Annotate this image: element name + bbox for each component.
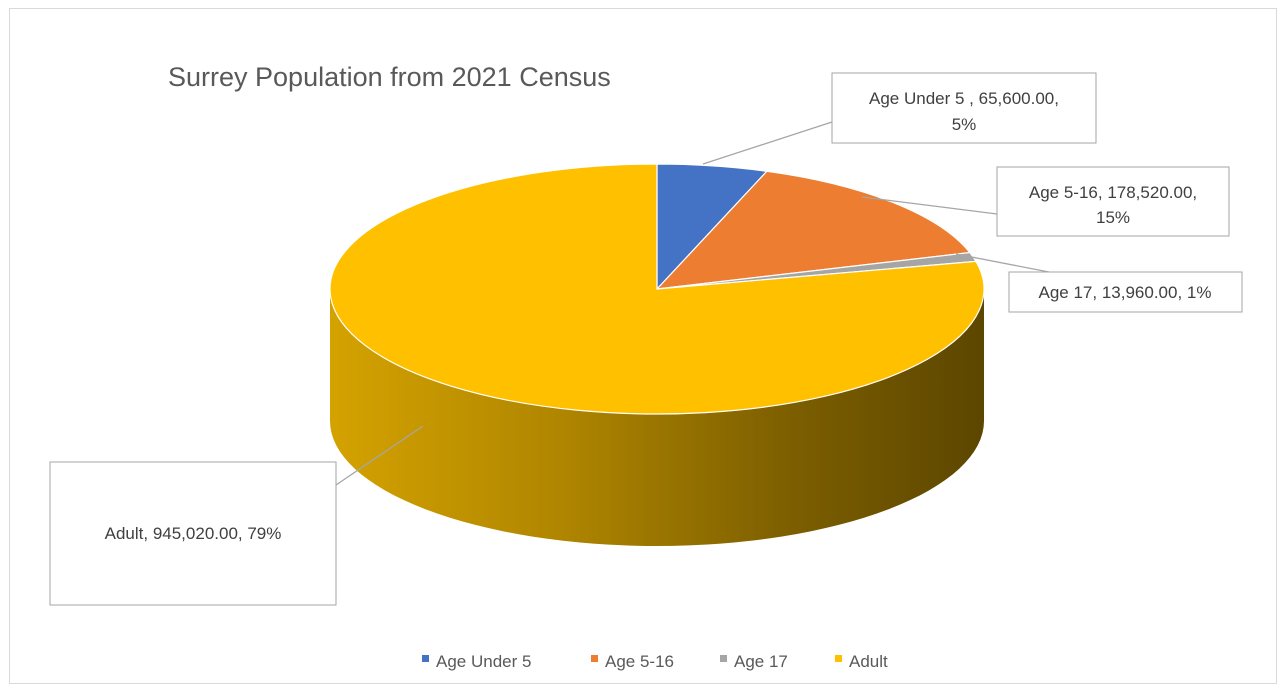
leader-lines [335,121,1050,486]
data-label-adult: Adult, 945,020.00, 79% [49,461,337,606]
legend: Age Under 5 Age 5-16 Age 17 Adult [422,652,888,671]
pie-slices [329,163,985,415]
pie-slice-adult [329,163,985,415]
data-label-5-16-line2: 15% [1096,208,1130,227]
legend-label-under5: Age Under 5 [436,652,531,671]
pie-side-adult [330,289,984,546]
legend-swatch-under5 [422,655,429,662]
legend-swatch-adult [835,655,842,662]
data-label-under5-line2: 5% [952,115,977,134]
legend-label-5-16: Age 5-16 [605,652,674,671]
legend-swatch-17 [720,655,727,662]
leader-line-adult [335,425,424,486]
legend-label-adult: Adult [849,652,888,671]
data-label-under5-line1: Age Under 5 , 65,600.00, [869,89,1059,108]
data-label-17: Age 17, 13,960.00, 1% [1008,271,1243,313]
leader-line-under5 [702,121,833,165]
data-label-17-line1: Age 17, 13,960.00, 1% [1039,283,1212,302]
legend-swatch-5-16 [591,655,598,662]
data-label-5-16: Age 5-16, 178,520.00, 15% [996,166,1230,237]
pie-3d-side [330,289,984,546]
pie-slice-5-16 [655,170,971,290]
chart-title: Surrey Population from 2021 Census [168,62,611,92]
legend-label-17: Age 17 [734,652,788,671]
data-label-adult-line1: Adult, 945,020.00, 79% [105,524,282,543]
leader-line-5-16 [861,196,998,215]
data-label-under5: Age Under 5 , 65,600.00, 5% [831,72,1097,144]
leader-line-17 [955,253,1050,273]
data-label-5-16-line1: Age 5-16, 178,520.00, [1029,183,1197,202]
